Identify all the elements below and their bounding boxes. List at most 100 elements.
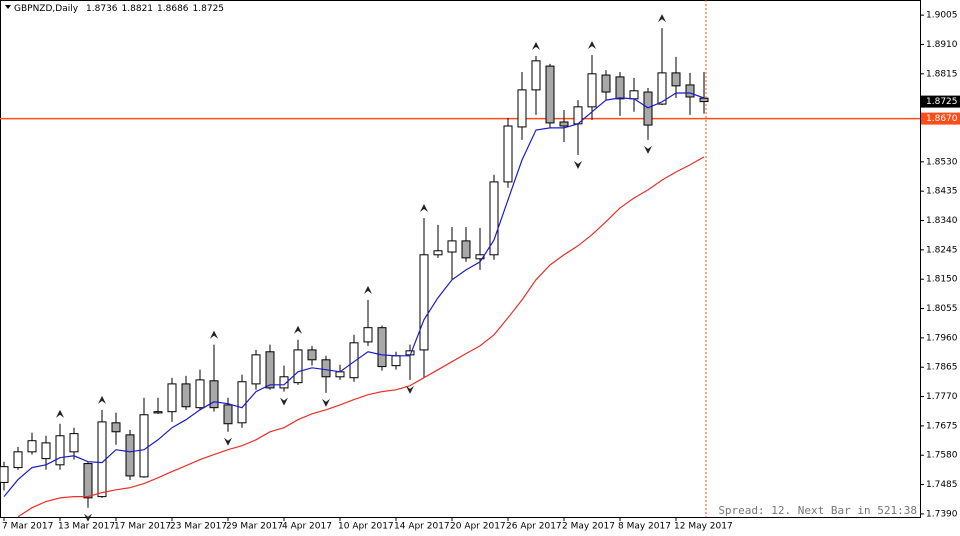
- candle-body: [601, 74, 611, 93]
- y-tick-label: 1.8530: [926, 157, 958, 167]
- level-price-box: [921, 112, 960, 125]
- candle-body: [237, 381, 247, 424]
- y-tick-label: 1.8150: [926, 275, 958, 285]
- y-tick-label: 1.8435: [926, 187, 958, 197]
- header-high: 1.8821: [122, 4, 154, 14]
- moving-average: [3, 92, 705, 497]
- y-tick-label: 1.7485: [926, 480, 958, 490]
- fractal-down: [224, 437, 232, 446]
- candle-body: [363, 327, 373, 343]
- candle-body: [475, 254, 485, 260]
- x-tick-label: 12 May 2017: [674, 522, 733, 532]
- fractal-down: [644, 145, 652, 154]
- candle-body: [195, 379, 205, 409]
- y-tick-label: 1.7770: [926, 392, 958, 402]
- fractal-down: [280, 397, 288, 406]
- candle-body: [335, 371, 345, 378]
- x-tick-label: 14 Apr 2017: [394, 522, 450, 532]
- x-tick-label: 26 Apr 2017: [506, 522, 562, 532]
- current-price-box: [921, 95, 960, 108]
- candle-body: [293, 349, 303, 384]
- fractal-down: [84, 513, 92, 522]
- y-tick-label: 1.8910: [926, 40, 958, 50]
- symbol: GBPNZD,Daily: [14, 4, 79, 14]
- y-tick-label: 1.8245: [926, 245, 958, 255]
- candle-body: [55, 435, 65, 466]
- candle-body: [153, 411, 163, 414]
- fractal-up: [532, 41, 540, 50]
- x-tick-label: 23 Mar 2017: [170, 522, 227, 532]
- candle-body: [391, 355, 401, 367]
- candle-body: [13, 451, 23, 469]
- candle-body: [377, 327, 387, 368]
- fractal-down: [322, 398, 330, 407]
- current-price-label: 1.8725: [926, 97, 958, 107]
- x-tick-label: 10 Apr 2017: [338, 522, 394, 532]
- candle-body: [181, 383, 191, 408]
- candle-body: [671, 72, 681, 87]
- candle-body: [433, 250, 443, 256]
- fractal-up: [588, 40, 596, 49]
- fractal-up: [98, 395, 106, 404]
- fractal-down: [406, 385, 414, 394]
- fractal-up: [210, 330, 218, 339]
- y-tick-label: 1.7865: [926, 363, 958, 373]
- candle-body: [419, 254, 429, 351]
- candle-body: [111, 422, 121, 433]
- candle-body: [349, 342, 359, 379]
- candle-body: [657, 72, 667, 105]
- y-tick-label: 1.7960: [926, 333, 958, 343]
- fractal-up: [56, 409, 64, 418]
- y-tick-label: 1.7675: [926, 421, 958, 431]
- candle-body: [265, 351, 275, 389]
- x-tick-label: 17 Mar 2017: [114, 522, 171, 532]
- fractal-down: [574, 161, 582, 170]
- candle-body: [223, 404, 233, 425]
- candle-body: [587, 73, 597, 108]
- fractal-up: [364, 285, 372, 294]
- candle-body: [643, 91, 653, 126]
- moving-average: [17, 156, 705, 518]
- candle-body: [125, 434, 135, 477]
- header-icon: [5, 5, 11, 9]
- header-close: 1.8725: [193, 4, 225, 14]
- x-tick-label: 2 May 2017: [562, 522, 615, 532]
- fractal-up: [420, 204, 428, 213]
- candle-body: [307, 349, 317, 361]
- header: GBPNZD,Daily 1.8736 1.8821 1.8686 1.8725: [14, 4, 224, 14]
- candle-body: [685, 84, 695, 98]
- x-tick-label: 4 Apr 2017: [282, 522, 332, 532]
- candle-body: [699, 97, 709, 103]
- header-low: 1.8686: [157, 4, 189, 14]
- candle-body: [461, 240, 471, 259]
- plot-frame: [0, 0, 921, 518]
- candle-body: [545, 65, 555, 124]
- level-price-label: 1.8670: [926, 114, 958, 124]
- y-tick-label: 1.8815: [926, 69, 958, 79]
- candle-body: [615, 76, 625, 100]
- candle-body: [167, 383, 177, 413]
- header-open: 1.8736: [86, 4, 118, 14]
- y-tick-label: 1.8055: [926, 304, 958, 314]
- status-text: Spread: 12. Next Bar in 521:38: [718, 504, 917, 517]
- candle-body: [27, 440, 37, 453]
- candle-body: [489, 181, 499, 256]
- candle-body: [83, 463, 93, 499]
- x-tick-label: 8 May 2017: [618, 522, 671, 532]
- candle-body: [503, 125, 513, 183]
- candle-body: [629, 90, 639, 100]
- candle-body: [0, 466, 9, 483]
- candle-body: [517, 89, 527, 128]
- x-tick-label: 29 Mar 2017: [226, 522, 283, 532]
- candle-body: [41, 442, 51, 460]
- candle-body: [209, 380, 219, 409]
- candle-body: [139, 414, 149, 478]
- candle-body: [531, 60, 541, 91]
- x-tick-label: 20 Apr 2017: [450, 522, 506, 532]
- candle-body: [447, 240, 457, 253]
- x-tick-label: 7 Mar 2017: [2, 522, 53, 532]
- x-tick-label: 13 Mar 2017: [58, 522, 115, 532]
- fractal-up: [658, 14, 666, 23]
